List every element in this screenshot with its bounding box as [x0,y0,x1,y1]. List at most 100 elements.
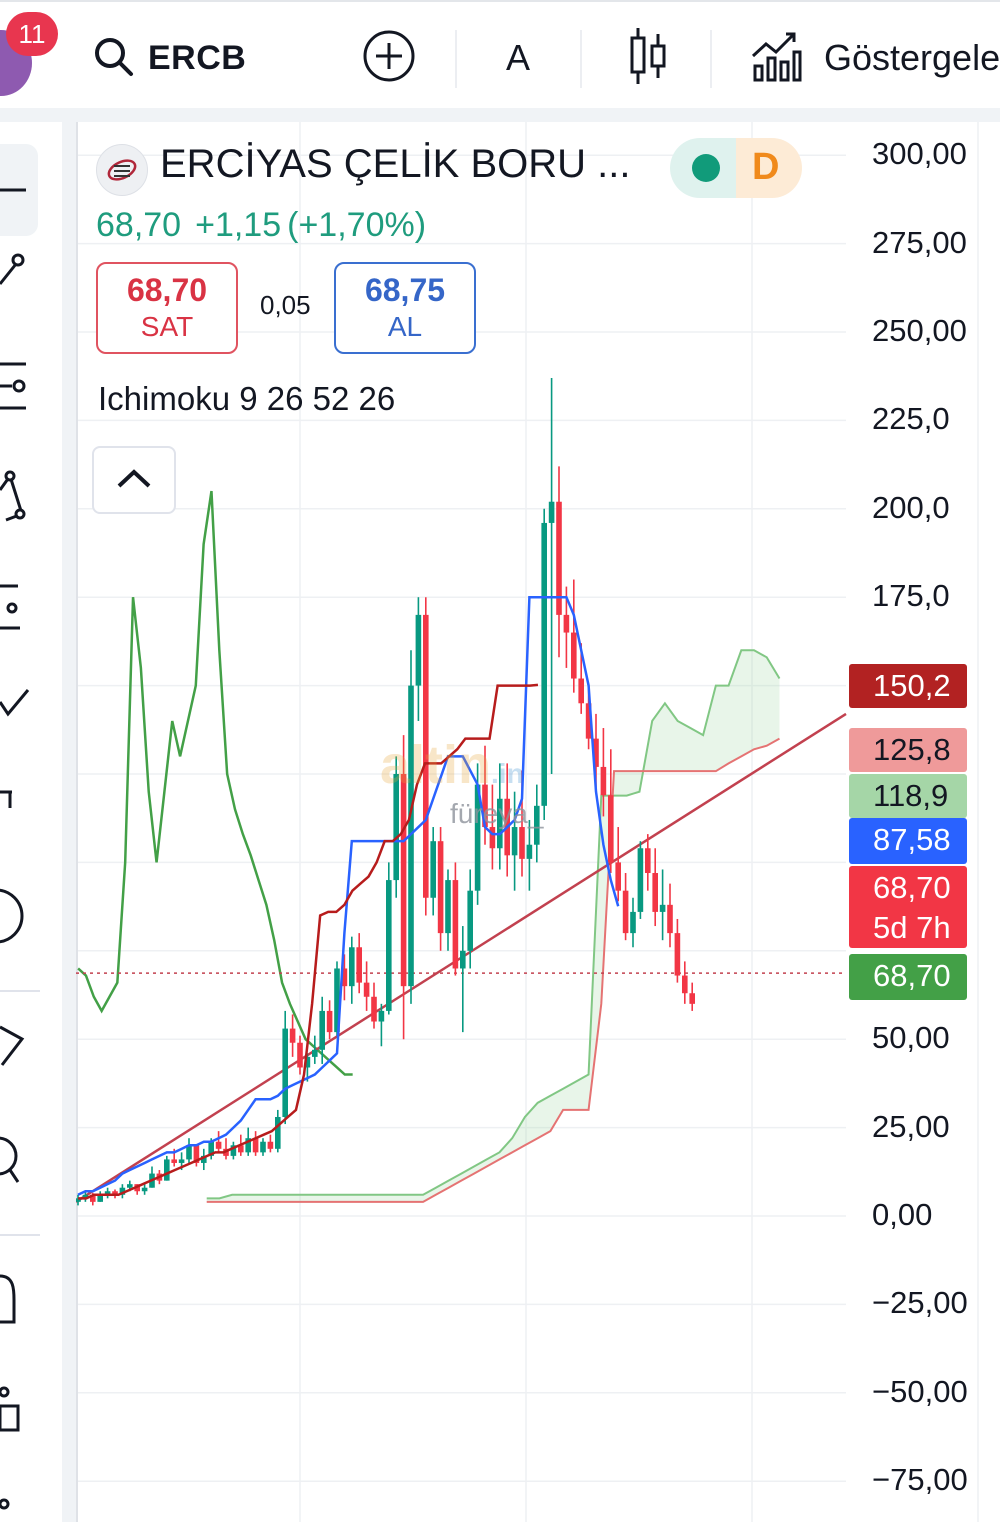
candle-body [378,1010,385,1022]
magnifier-icon [0,1130,30,1195]
candle-body [260,1141,266,1153]
candle-body [430,841,436,898]
candle-body [674,933,681,976]
text-annotation-icon [0,778,30,823]
sell-button[interactable]: 68,70 SAT [96,262,238,354]
price-axis-label: 175,0 [872,578,950,614]
indicator-legend[interactable]: Ichimoku 9 26 52 26 [98,380,396,417]
candle-body [238,1145,244,1153]
fib-tool-button[interactable] [0,360,42,420]
candle-body [334,968,340,1033]
price-chart[interactable] [76,122,1000,1522]
senkou-span-b [206,737,780,1203]
indicators-icon [750,30,802,87]
collapse-legend-button[interactable] [92,446,176,514]
candle-body [593,738,599,767]
candle-body [297,1042,303,1068]
candle-body [667,904,673,934]
pattern-tool-button[interactable] [0,470,42,532]
candle-body [423,614,429,898]
text-tool-button[interactable]: A [488,28,548,88]
candle-body [615,862,621,891]
instrument-title[interactable]: ERCİYAS ÇELİK BORU ... [160,142,631,186]
candle-body [193,1145,200,1163]
candle-body [386,880,392,1011]
compare-symbol-button[interactable] [356,28,422,88]
candle-body [356,947,362,983]
candle-body [363,982,370,997]
buy-label: AL [387,311,423,342]
candle-body [482,784,488,828]
kijun-sen-line [78,683,539,1200]
price-axis-label: 0,00 [872,1197,933,1232]
price-axis-label: 300,00 [872,136,967,172]
cursor-tool-button[interactable] [0,160,42,220]
candle-body [230,1145,237,1156]
sell-price: 68,70 [126,272,208,308]
candle-body [112,1191,118,1195]
indicators-button[interactable]: Göstergele [750,28,1000,88]
brush-tool-button[interactable] [0,678,42,738]
sell-label: SAT [140,311,194,342]
hide-tool-button[interactable] [0,1482,42,1522]
candle-body [460,950,466,969]
trendline-tool-button[interactable] [0,242,42,302]
candle-body [541,522,547,806]
toolbar-shadow [0,108,1000,122]
tenkan-sen-line [77,595,620,1196]
candle-body [186,1145,192,1160]
candle-body [608,795,614,863]
smiley-icon [0,884,30,953]
candle-body [622,890,629,934]
candle-body [630,911,636,934]
toolbar-divider [710,30,712,88]
candle-body [659,904,666,912]
price-summary: 68,70 +1,15 (+1,70%) [96,206,440,245]
lock-tool-button[interactable] [0,1382,42,1442]
candle-body [97,1194,103,1202]
chikou-span-line [77,490,353,1076]
chart-type-button[interactable] [620,27,676,88]
buy-button[interactable]: 68,75 AL [334,262,476,354]
candle-body [349,947,355,987]
candle-body [282,1028,288,1117]
symbol-search-button[interactable]: ERCB [92,32,246,84]
interval-label: D [752,146,780,188]
tool-divider [0,990,40,992]
candle-body [682,975,688,994]
candle-body [645,848,651,874]
eye-icon [0,1490,30,1522]
candle-body [526,844,533,859]
price-axis-label: −50,00 [872,1373,968,1409]
price-axis-label: 200,0 [872,489,950,525]
tool-divider [0,1234,40,1236]
candle-body [578,678,584,704]
candle-body [289,1028,296,1043]
forecast-tool-button[interactable] [0,582,42,642]
company-logo [96,144,148,196]
price-tag: 68,70 5d 7h [849,866,967,948]
market-status-pill[interactable] [670,138,802,198]
candle-body [563,614,570,633]
measure-tool-button[interactable] [0,1018,42,1078]
candle-body [245,1138,251,1153]
price-axis-label: −25,00 [872,1285,968,1321]
candle-body [497,798,503,849]
trendline-icon [0,250,30,295]
candle-body [511,827,518,856]
candle-body [652,873,658,912]
text-annotation-button[interactable] [0,770,42,830]
price-tag: 68,70 [849,954,967,1000]
notification-badge: 11 [6,12,58,56]
zoom-tool-button[interactable] [0,1132,42,1192]
chart-pane[interactable] [76,122,1000,1522]
candle-body [127,1184,133,1188]
price-change-pct: (+1,70%) [287,206,427,244]
price-tag: 125,8 [849,728,967,772]
candle-body [519,827,525,859]
candle-body [445,880,451,934]
magnet-tool-button[interactable] [0,1272,42,1332]
panel-divider [62,122,76,1522]
icons-tool-button[interactable] [0,888,42,948]
